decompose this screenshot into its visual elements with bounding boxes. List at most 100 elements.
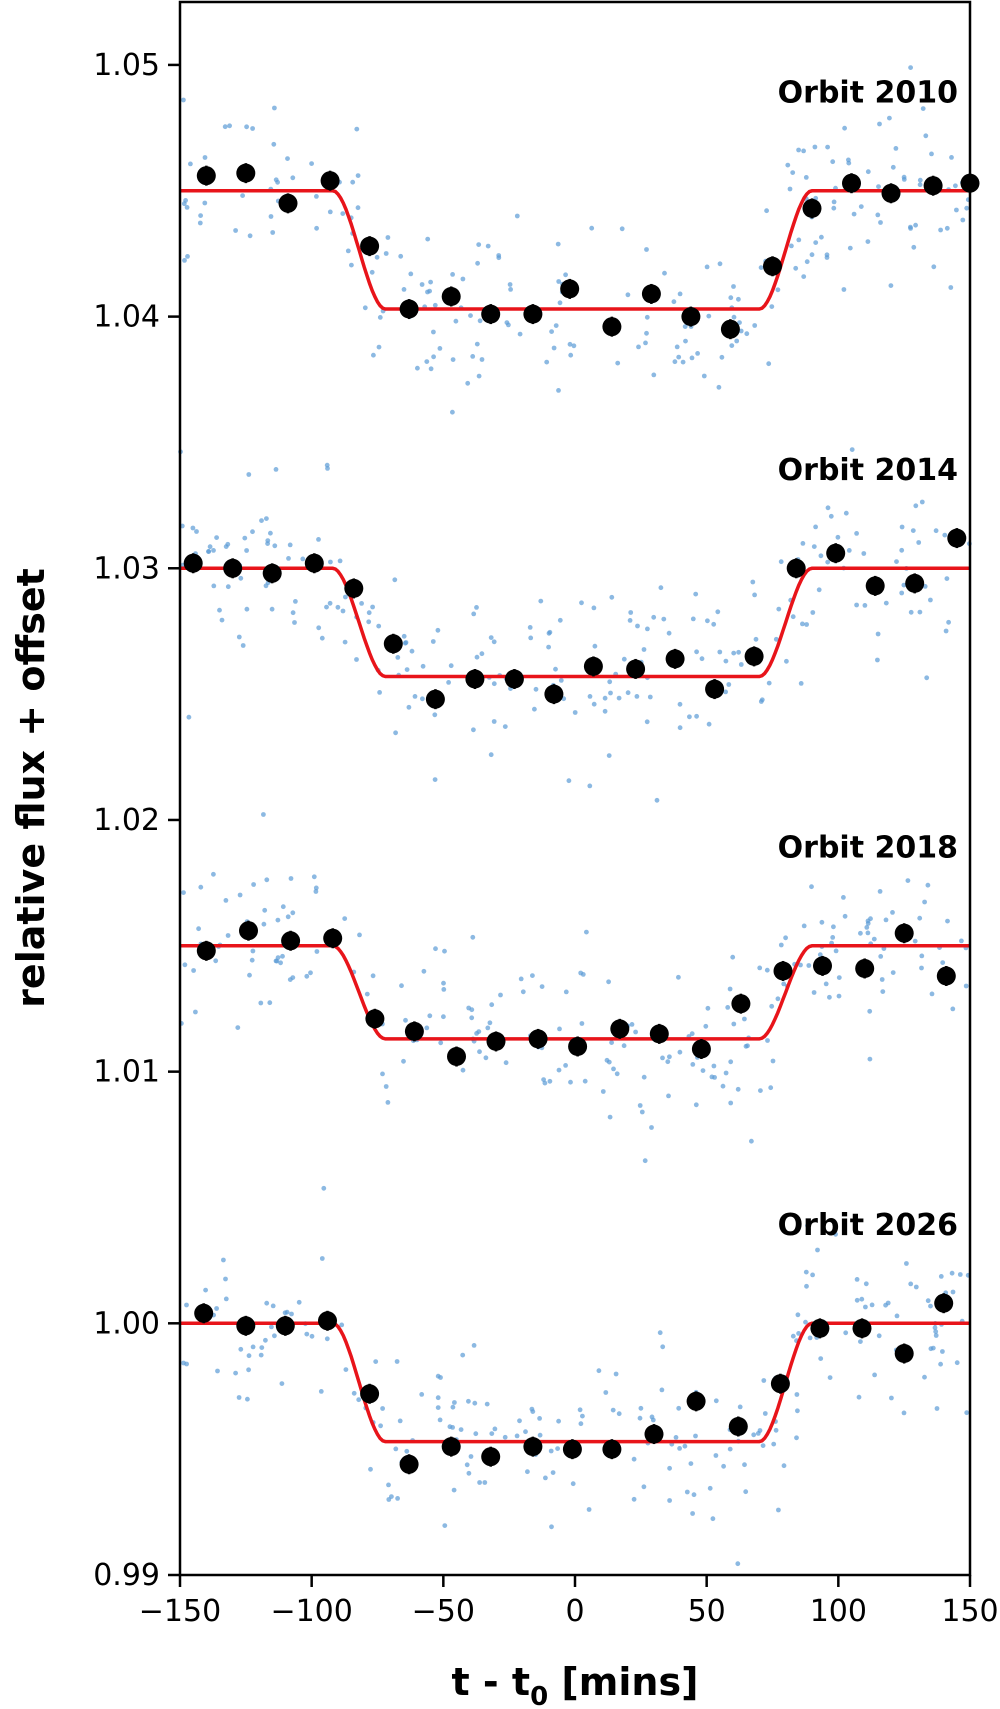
raw-point bbox=[877, 889, 883, 894]
raw-point bbox=[373, 1359, 379, 1364]
binned-point bbox=[194, 1303, 214, 1323]
raw-point bbox=[796, 237, 802, 243]
binned-point bbox=[360, 1384, 380, 1404]
raw-point bbox=[327, 600, 333, 606]
raw-point bbox=[910, 528, 916, 533]
raw-point bbox=[831, 205, 837, 211]
raw-point bbox=[823, 981, 829, 987]
raw-point bbox=[258, 1000, 264, 1006]
raw-point bbox=[313, 885, 319, 891]
binned-point bbox=[399, 1454, 419, 1474]
binned-point bbox=[441, 287, 461, 306]
raw-point bbox=[264, 877, 270, 883]
raw-point bbox=[764, 208, 769, 214]
raw-point bbox=[728, 1100, 734, 1106]
raw-point bbox=[764, 967, 770, 973]
raw-point bbox=[803, 175, 809, 180]
raw-point bbox=[919, 953, 925, 959]
raw-point bbox=[688, 1461, 694, 1466]
raw-point bbox=[894, 1313, 900, 1319]
raw-point bbox=[827, 994, 832, 1000]
raw-point bbox=[687, 714, 692, 720]
raw-point bbox=[466, 1470, 472, 1476]
raw-point bbox=[483, 1055, 489, 1061]
raw-point bbox=[399, 983, 404, 989]
raw-point bbox=[214, 1306, 220, 1311]
raw-point bbox=[801, 274, 807, 279]
binned-point bbox=[383, 634, 403, 654]
raw-point bbox=[350, 179, 356, 185]
raw-point bbox=[587, 783, 593, 789]
raw-point bbox=[744, 331, 750, 337]
raw-point bbox=[553, 666, 558, 672]
binned-point bbox=[523, 1437, 543, 1457]
raw-point bbox=[222, 124, 228, 130]
raw-point bbox=[677, 291, 683, 297]
raw-point bbox=[259, 1345, 265, 1350]
binned-point bbox=[560, 279, 580, 299]
raw-point bbox=[861, 551, 867, 556]
y-tick-label: 1.05 bbox=[93, 48, 160, 83]
raw-point bbox=[488, 635, 494, 640]
raw-point bbox=[745, 1043, 750, 1049]
raw-point bbox=[507, 282, 513, 287]
raw-point bbox=[548, 1448, 554, 1454]
raw-point bbox=[731, 284, 736, 289]
raw-point bbox=[809, 252, 815, 258]
raw-point bbox=[729, 343, 735, 348]
raw-point bbox=[479, 651, 485, 657]
raw-point bbox=[380, 1406, 385, 1411]
raw-point bbox=[758, 265, 764, 270]
binned-point bbox=[865, 576, 885, 596]
raw-point bbox=[771, 1441, 777, 1447]
raw-point bbox=[757, 1428, 763, 1433]
raw-point bbox=[865, 239, 871, 245]
raw-point bbox=[538, 598, 544, 604]
raw-point bbox=[963, 983, 969, 989]
raw-point bbox=[264, 1300, 270, 1306]
raw-point bbox=[621, 656, 627, 662]
raw-point bbox=[431, 329, 436, 335]
raw-point bbox=[496, 255, 502, 261]
raw-point bbox=[735, 1561, 741, 1567]
raw-point bbox=[532, 706, 537, 712]
raw-point bbox=[825, 144, 830, 150]
binned-point bbox=[568, 1037, 588, 1056]
raw-point bbox=[913, 222, 918, 228]
raw-point bbox=[933, 1333, 939, 1338]
raw-point bbox=[491, 719, 497, 724]
raw-point bbox=[403, 1017, 408, 1023]
raw-point bbox=[498, 992, 503, 998]
raw-point bbox=[950, 1289, 956, 1295]
raw-point bbox=[628, 610, 634, 615]
raw-point bbox=[506, 322, 511, 328]
raw-point bbox=[925, 882, 931, 888]
raw-point bbox=[899, 590, 905, 596]
raw-point bbox=[238, 1346, 244, 1352]
raw-point bbox=[833, 948, 839, 954]
x-tick-label: 50 bbox=[688, 1594, 726, 1629]
raw-point bbox=[324, 462, 330, 468]
raw-point bbox=[690, 1511, 695, 1516]
raw-point bbox=[793, 265, 799, 271]
raw-point bbox=[485, 243, 491, 249]
raw-point bbox=[477, 318, 483, 324]
raw-point bbox=[191, 968, 197, 973]
raw-point bbox=[450, 1404, 456, 1410]
raw-point bbox=[258, 1352, 264, 1358]
raw-point bbox=[549, 329, 554, 334]
raw-point bbox=[450, 1425, 455, 1430]
raw-point bbox=[836, 993, 842, 999]
raw-point bbox=[369, 269, 375, 275]
raw-point bbox=[587, 694, 593, 699]
raw-point bbox=[184, 205, 190, 210]
raw-point bbox=[345, 248, 351, 254]
raw-point bbox=[351, 1390, 357, 1396]
raw-point bbox=[758, 699, 764, 704]
raw-point bbox=[549, 1524, 554, 1530]
raw-point bbox=[948, 285, 954, 290]
raw-point bbox=[356, 1397, 362, 1403]
raw-point bbox=[606, 1059, 612, 1065]
raw-point bbox=[842, 913, 848, 919]
raw-point bbox=[430, 639, 436, 644]
